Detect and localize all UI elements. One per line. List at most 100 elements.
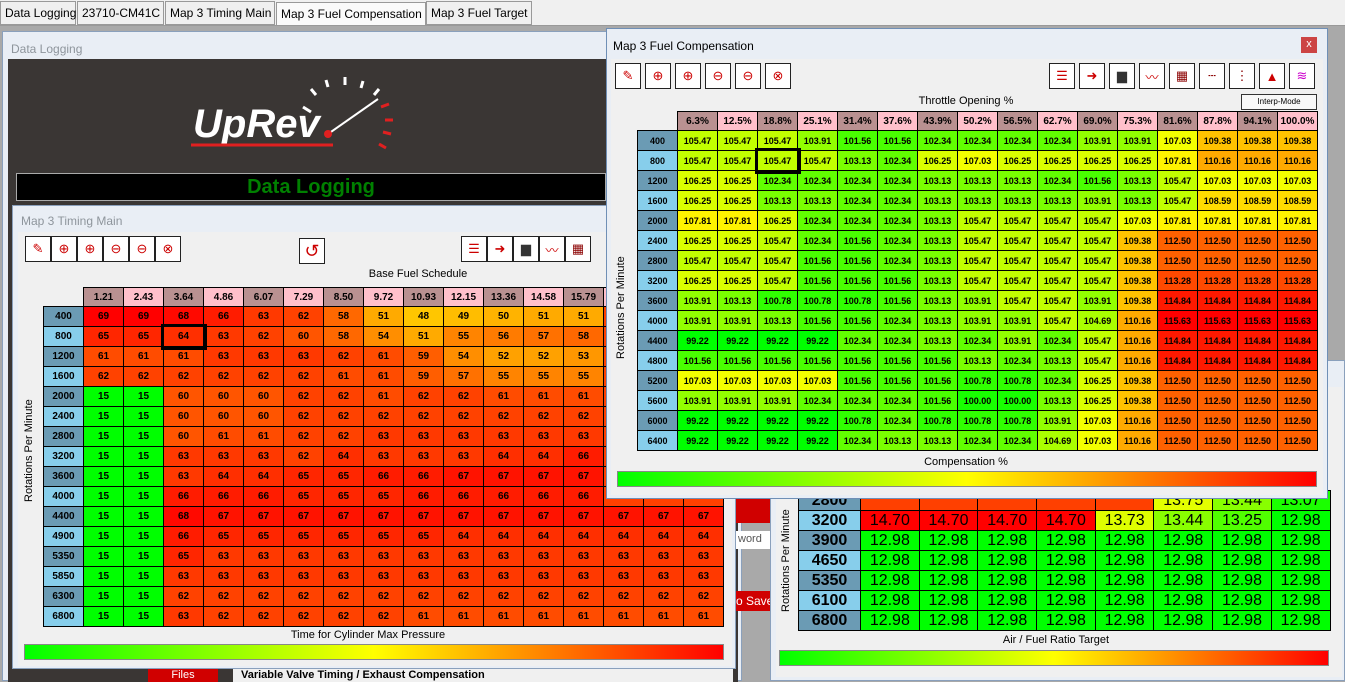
column-header[interactable]: 31.4% (837, 111, 878, 131)
table-cell[interactable]: 106.25 (717, 170, 758, 191)
table-cell[interactable]: 106.25 (997, 150, 1038, 171)
table-cell[interactable]: 63 (403, 426, 444, 447)
table-cell[interactable]: 103.91 (677, 290, 718, 311)
table-cell[interactable]: 105.47 (957, 210, 998, 231)
table-cell[interactable]: 67 (683, 506, 724, 527)
table-cell[interactable]: 62 (283, 446, 324, 467)
table-cell[interactable]: 63 (243, 346, 284, 367)
table-cell[interactable]: 110.16 (1277, 150, 1318, 171)
table-cell[interactable]: 103.13 (917, 430, 958, 451)
table-cell[interactable]: 12.98 (918, 550, 979, 571)
table-cell[interactable]: 63 (483, 546, 524, 567)
table-cell[interactable]: 62 (123, 366, 164, 387)
table-cell[interactable]: 103.13 (1117, 170, 1158, 191)
row-header[interactable]: 4400 (43, 506, 84, 527)
table-cell[interactable]: 102.34 (797, 390, 838, 411)
table-cell[interactable]: 104.69 (1077, 310, 1118, 331)
column-header[interactable]: 50.2% (957, 111, 998, 131)
table-cell[interactable]: 105.47 (1037, 230, 1078, 251)
table-cell[interactable]: 105.47 (754, 147, 801, 174)
row-header[interactable]: 3900 (798, 530, 861, 551)
table-cell[interactable]: 101.56 (797, 270, 838, 291)
table-cell[interactable]: 100.78 (837, 410, 878, 431)
table-cell[interactable]: 112.50 (1157, 390, 1198, 411)
table-cell[interactable]: 103.13 (917, 250, 958, 271)
table-cell[interactable]: 52 (523, 346, 564, 367)
table-cell[interactable]: 62 (203, 366, 244, 387)
table-cell[interactable]: 63 (283, 346, 324, 367)
table-cell[interactable]: 14.70 (977, 510, 1038, 531)
row-header[interactable]: 4400 (637, 330, 678, 351)
import-icon[interactable]: ➜ (1079, 63, 1105, 89)
table-cell[interactable]: 15 (83, 386, 124, 407)
row-header[interactable]: 6800 (43, 606, 84, 627)
table-cell[interactable]: 103.91 (957, 290, 998, 311)
table-cell[interactable]: 15 (123, 466, 164, 487)
insert-row-icon[interactable]: ⊕ (675, 63, 701, 89)
table-cell[interactable]: 12.98 (860, 530, 920, 551)
table-cell[interactable]: 106.25 (1117, 150, 1158, 171)
table-cell[interactable]: 65 (323, 526, 364, 547)
table-cell[interactable]: 66 (163, 486, 204, 507)
delete-row-icon[interactable]: ⊖ (705, 63, 731, 89)
table-cell[interactable]: 112.50 (1237, 410, 1278, 431)
table-cell[interactable]: 102.34 (837, 330, 878, 351)
table-cell[interactable]: 67 (363, 506, 404, 527)
table-cell[interactable]: 62 (443, 406, 484, 427)
table-cell[interactable]: 102.34 (797, 210, 838, 231)
table-cell[interactable]: 64 (323, 446, 364, 467)
table-cell[interactable]: 64 (643, 526, 684, 547)
table-cell[interactable]: 62 (443, 586, 484, 607)
table-cell[interactable]: 62 (243, 586, 284, 607)
table-cell[interactable]: 62 (403, 586, 444, 607)
table-cell[interactable]: 63 (283, 566, 324, 587)
table-cell[interactable]: 61 (83, 346, 124, 367)
table-cell[interactable]: 62 (283, 306, 324, 327)
table-cell[interactable]: 105.47 (717, 250, 758, 271)
table-cell[interactable]: 112.50 (1197, 250, 1238, 271)
column-header[interactable]: 4.86 (203, 287, 244, 307)
table-cell[interactable]: 15 (123, 406, 164, 427)
table-cell[interactable]: 105.47 (1077, 250, 1118, 271)
table-cell[interactable]: 63 (203, 446, 244, 467)
edit-icon[interactable]: ✎ (25, 236, 51, 262)
clear-icon[interactable]: ⊗ (155, 236, 181, 262)
table-cell[interactable]: 107.81 (1237, 210, 1278, 231)
table-cell[interactable]: 103.13 (917, 270, 958, 291)
table-cell[interactable]: 114.84 (1157, 350, 1198, 371)
table-cell[interactable]: 105.47 (1077, 230, 1118, 251)
row-header[interactable]: 2000 (637, 210, 678, 231)
table-cell[interactable]: 15 (83, 506, 124, 527)
table-cell[interactable]: 65 (163, 546, 204, 567)
table-cell[interactable]: 108.59 (1237, 190, 1278, 211)
table-cell[interactable]: 105.47 (1157, 170, 1198, 191)
table-cell[interactable]: 105.47 (1037, 290, 1078, 311)
table-cell[interactable]: 112.50 (1197, 230, 1238, 251)
table-cell[interactable]: 58 (323, 306, 364, 327)
table-cell[interactable]: 112.50 (1157, 370, 1198, 391)
table-cell[interactable]: 63 (243, 446, 284, 467)
table-cell[interactable]: 63 (563, 426, 604, 447)
table-cell[interactable]: 49 (443, 306, 484, 327)
table-cell[interactable]: 65 (323, 466, 364, 487)
table-cell[interactable]: 105.47 (997, 230, 1038, 251)
table-cell[interactable]: 102.34 (877, 150, 918, 171)
table-cell[interactable]: 63 (603, 546, 644, 567)
table-cell[interactable]: 105.47 (717, 130, 758, 151)
copy-table-icon[interactable]: ☰ (461, 236, 487, 262)
surface-view-icon[interactable]: ▆ (513, 236, 539, 262)
table-cell[interactable]: 112.50 (1277, 250, 1318, 271)
table-cell[interactable]: 102.34 (837, 430, 878, 451)
row-header[interactable]: 3200 (637, 270, 678, 291)
table-cell[interactable]: 66 (243, 486, 284, 507)
table-cell[interactable]: 105.47 (757, 230, 798, 251)
table-cell[interactable]: 58 (323, 326, 364, 347)
table-cell[interactable]: 108.59 (1277, 190, 1318, 211)
table-cell[interactable]: 103.13 (917, 230, 958, 251)
table-cell[interactable]: 101.56 (877, 370, 918, 391)
row-header[interactable]: 5600 (637, 390, 678, 411)
table-cell[interactable]: 110.16 (1117, 350, 1158, 371)
table-cell[interactable]: 103.13 (957, 350, 998, 371)
table-cell[interactable]: 99.22 (797, 430, 838, 451)
table-cell[interactable]: 105.47 (1037, 310, 1078, 331)
